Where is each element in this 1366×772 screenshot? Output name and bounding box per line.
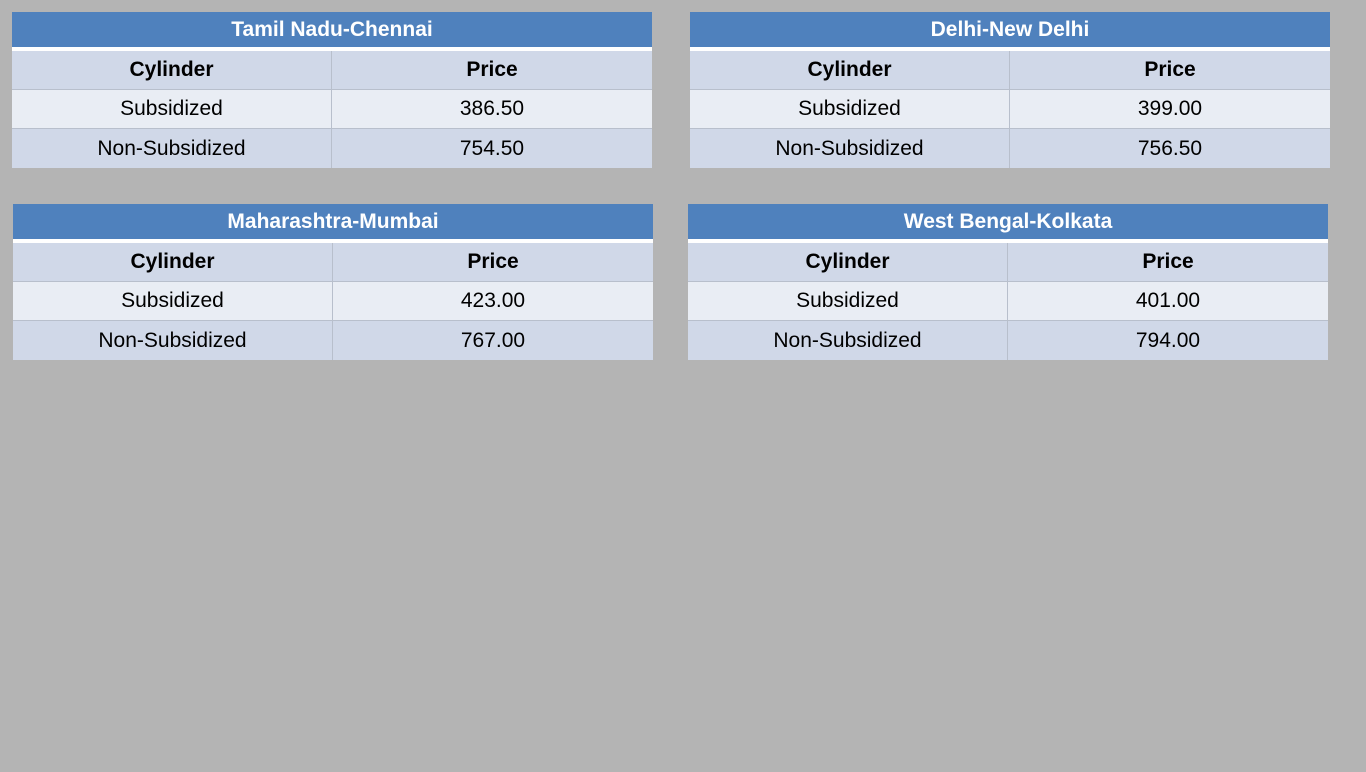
table-row: Subsidized 423.00 [13,282,653,321]
cylinder-cell: Subsidized [12,90,332,128]
column-header-price: Price [466,58,518,81]
price-table-mumbai: Maharashtra-Mumbai Cylinder Price Subsid… [13,204,653,360]
column-header-cylinder: Cylinder [688,243,1008,281]
price-table-new-delhi: Delhi-New Delhi Cylinder Price Subsidize… [690,12,1330,168]
cylinder-cell: Non-Subsidized [12,129,332,168]
column-header-cylinder: Cylinder [13,243,333,281]
cylinder-cell: Subsidized [13,282,333,320]
table-row: Non-Subsidized 767.00 [13,321,653,360]
column-header-price: Price [467,250,519,273]
table-header-row: Cylinder Price [13,243,653,282]
table-title: Maharashtra-Mumbai [13,204,653,243]
cylinder-cell: Non-Subsidized [13,321,333,360]
price-table-kolkata: West Bengal-Kolkata Cylinder Price Subsi… [688,204,1328,360]
table-row: Subsidized 386.50 [12,90,652,129]
price-cell: 794.00 [1135,328,1201,352]
table-title: West Bengal-Kolkata [688,204,1328,243]
table-title: Tamil Nadu-Chennai [12,12,652,51]
table-header-row: Cylinder Price [690,51,1330,90]
table-row: Subsidized 401.00 [688,282,1328,321]
price-cell: 399.00 [1137,97,1203,120]
table-row: Non-Subsidized 754.50 [12,129,652,168]
cylinder-cell: Subsidized [690,90,1010,128]
table-row: Subsidized 399.00 [690,90,1330,129]
column-header-price: Price [1144,58,1196,81]
table-header-row: Cylinder Price [688,243,1328,282]
price-cell: 767.00 [460,328,526,352]
price-cell: 756.50 [1137,136,1203,160]
price-cell: 386.50 [459,97,525,120]
price-cell: 401.00 [1135,289,1201,312]
cylinder-cell: Subsidized [688,282,1008,320]
table-header-row: Cylinder Price [12,51,652,90]
price-cell: 754.50 [459,136,525,160]
table-row: Non-Subsidized 794.00 [688,321,1328,360]
cylinder-cell: Non-Subsidized [690,129,1010,168]
column-header-cylinder: Cylinder [12,51,332,89]
column-header-cylinder: Cylinder [690,51,1010,89]
price-cell: 423.00 [460,289,526,312]
price-table-chennai: Tamil Nadu-Chennai Cylinder Price Subsid… [12,12,652,168]
table-row: Non-Subsidized 756.50 [690,129,1330,168]
cylinder-cell: Non-Subsidized [688,321,1008,360]
column-header-price: Price [1142,250,1194,273]
table-title: Delhi-New Delhi [690,12,1330,51]
